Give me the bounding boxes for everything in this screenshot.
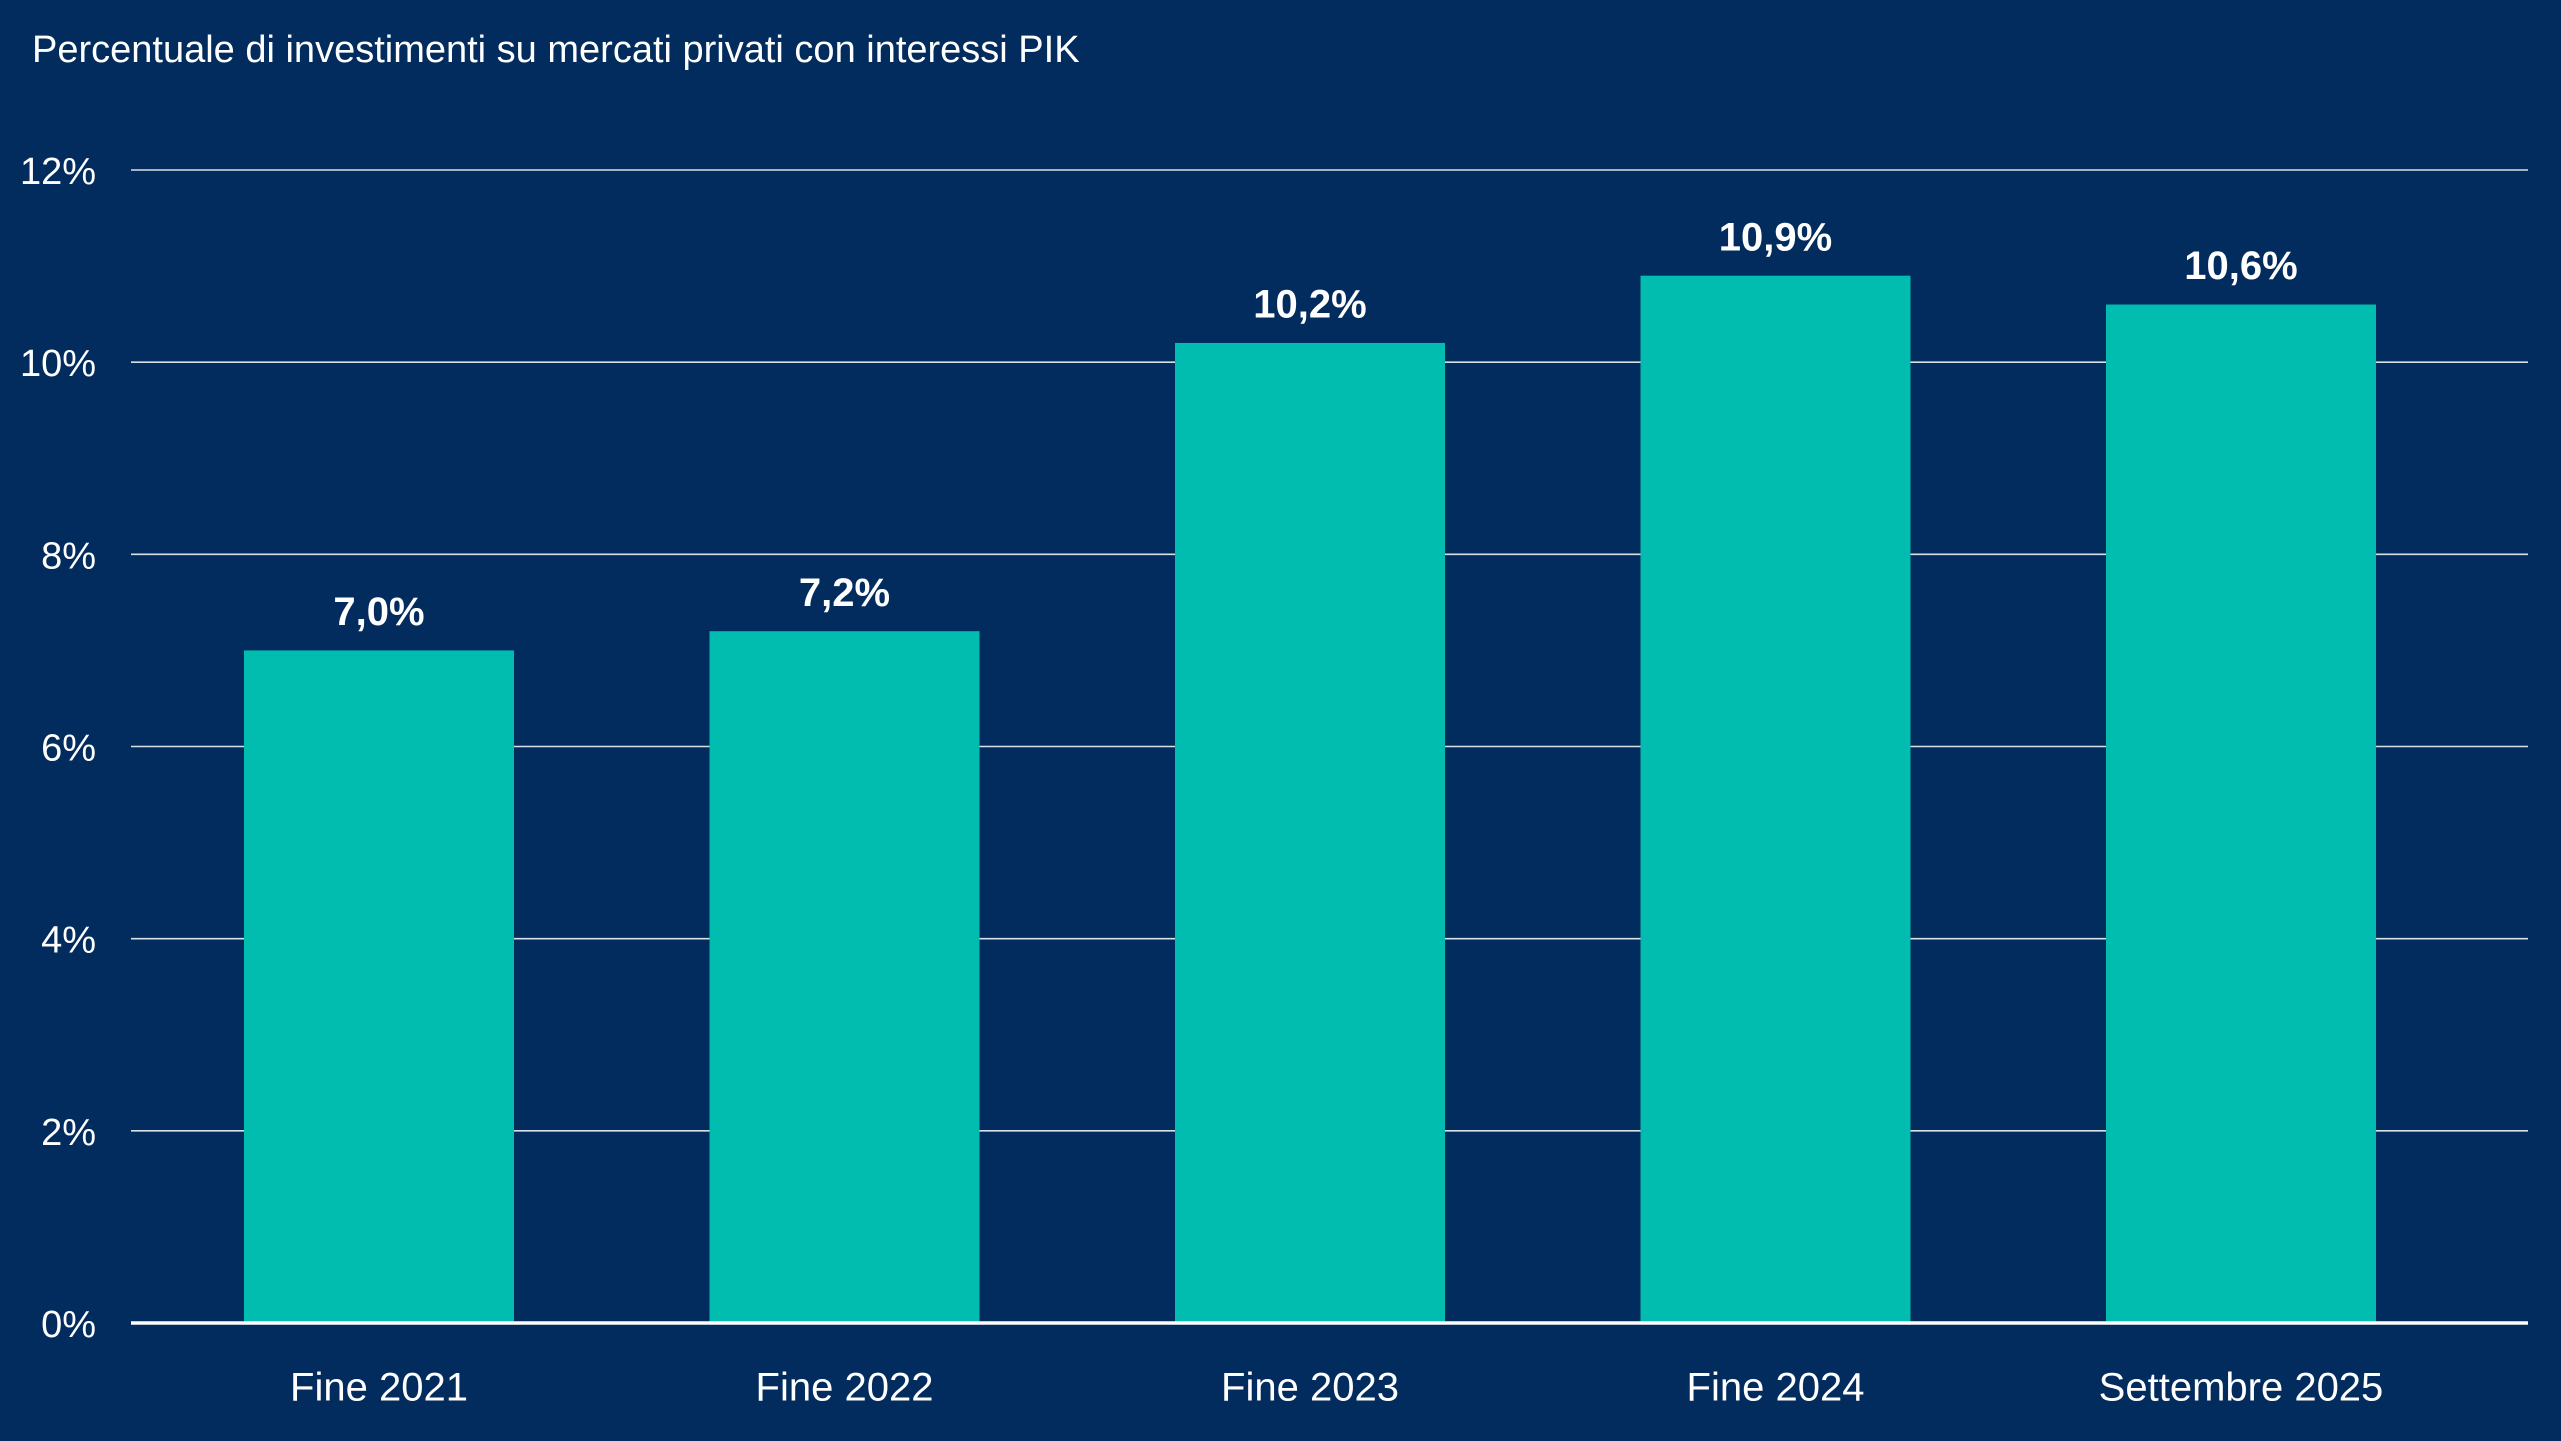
bar [709, 631, 980, 1323]
y-tick-label: 12% [20, 151, 96, 193]
bar [2106, 304, 2376, 1323]
x-tick-label: Settembre 2025 [2099, 1366, 2384, 1410]
x-tick-label: Fine 2021 [290, 1366, 468, 1410]
x-tick-label: Fine 2024 [1687, 1366, 1865, 1410]
value-label: 7,2% [799, 571, 890, 615]
value-label: 7,0% [333, 590, 424, 634]
x-tick-label: Fine 2022 [756, 1366, 934, 1410]
x-tick-label: Fine 2023 [1221, 1366, 1399, 1410]
y-tick-label: 6% [41, 728, 96, 770]
bar [1640, 275, 1911, 1324]
y-tick-label: 0% [41, 1304, 96, 1346]
chart-title: Percentuale di investimenti su mercati p… [32, 29, 1080, 71]
bar [244, 650, 514, 1323]
y-tick-label: 8% [41, 535, 96, 577]
value-label: 10,9% [1719, 215, 1832, 259]
y-tick-label: 10% [20, 343, 96, 385]
value-label: 10,2% [1253, 283, 1366, 327]
bar [1175, 342, 1445, 1323]
value-label: 10,6% [2184, 244, 2297, 288]
y-tick-label: 4% [41, 920, 96, 962]
y-tick-label: 2% [41, 1112, 96, 1154]
